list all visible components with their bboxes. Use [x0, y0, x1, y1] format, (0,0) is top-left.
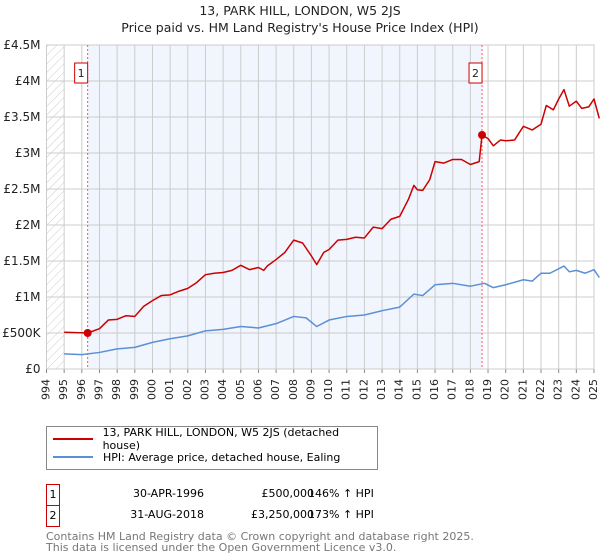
transaction-date: 30-APR-1996: [132, 487, 204, 500]
transaction-marker: 2: [46, 505, 60, 527]
chart-subtitle: Price paid vs. HM Land Registry's House …: [121, 20, 479, 35]
x-tick-label: 1999: [128, 379, 141, 400]
x-tick-label: 1996: [75, 379, 88, 400]
transaction-price: £500,000: [261, 487, 315, 500]
x-tick-label: 2005: [234, 379, 247, 400]
x-tick-label: 2007: [269, 379, 282, 400]
x-tick-label: 2022: [534, 379, 547, 400]
x-tick-label: 2024: [569, 379, 582, 400]
plot-border: [46, 44, 595, 370]
chart-title: 13, PARK HILL, LONDON, W5 2JS: [199, 3, 401, 18]
annotation-box: [468, 62, 483, 84]
transaction-price: £3,250,000: [251, 508, 314, 521]
x-tick-label: 2012: [357, 379, 370, 400]
x-tick-label: 2008: [287, 379, 300, 400]
footer: Contains HM Land Registry data © Crown c…: [46, 531, 474, 553]
y-tick-label: £1M: [15, 290, 41, 304]
footer-licence: This data is licensed under the Open Gov…: [46, 541, 397, 554]
footer-copyright: Contains HM Land Registry data © Crown c…: [46, 530, 474, 543]
legend-label: 13, PARK HILL, LONDON, W5 2JS (detached …: [102, 426, 340, 452]
y-tick-label: £3.5M: [3, 110, 40, 124]
transaction-point: [478, 131, 487, 139]
legend-item-property: 13, PARK HILL, LONDON, W5 2JS (detached …: [53, 426, 377, 452]
x-tick-label: 2023: [552, 379, 565, 400]
y-tick-label: £4M: [15, 74, 41, 88]
annotation-label: 1: [78, 67, 85, 80]
x-tick-label: 2009: [304, 379, 317, 400]
series-line: [64, 88, 600, 334]
transaction-date: 31-AUG-2018: [130, 508, 204, 521]
transaction-hpi: 146% ↑ HPI: [308, 487, 374, 500]
x-tick-label: 2004: [216, 379, 229, 400]
y-tick-label: £500K: [2, 326, 42, 340]
x-tick-label: 2016: [428, 379, 441, 400]
legend: 13, PARK HILL, LONDON, W5 2JS (detached …: [46, 426, 378, 470]
x-tick-label: 1994: [40, 379, 53, 400]
transaction-row: 1 30-APR-1996 £500,000 146% ↑ HPI: [46, 484, 446, 506]
x-tick-label: 2014: [393, 379, 406, 400]
hatched-region: [46, 45, 65, 369]
y-tick-label: £0: [25, 362, 40, 376]
legend-swatch-blue: [53, 456, 93, 458]
x-tick-label: 2013: [375, 379, 388, 400]
transaction-row: 2 31-AUG-2018 £3,250,000 173% ↑ HPI: [46, 505, 446, 527]
x-tick-label: 2017: [446, 379, 459, 400]
x-tick-label: 2011: [340, 379, 353, 400]
y-tick-label: £2M: [15, 218, 41, 232]
x-tick-label: 1997: [92, 379, 105, 400]
x-tick-label: 1995: [57, 379, 70, 400]
transaction-point: [83, 329, 92, 337]
transaction-marker: 1: [46, 484, 60, 506]
x-tick-label: 1998: [110, 379, 123, 400]
x-tick-label: 2020: [499, 379, 512, 400]
y-tick-label: £3M: [15, 146, 41, 160]
x-tick-label: 2019: [481, 379, 494, 400]
series-line: [64, 265, 600, 356]
x-tick-label: 2018: [463, 379, 476, 400]
legend-swatch-red: [53, 438, 93, 440]
y-tick-label: £1.5M: [3, 254, 40, 268]
x-tick-label: 2025: [587, 379, 600, 400]
ownership-shading: [87, 45, 483, 369]
chart-plot: 1994 1995 1996 1997 1998 1999 2000 2001 2002 2003…: [2, 38, 600, 400]
x-tick-label: 2021: [516, 379, 529, 400]
x-tick-label: 2010: [322, 379, 335, 400]
x-tick-label: 2015: [410, 379, 423, 400]
y-tick-label: £2.5M: [3, 182, 40, 196]
x-tick-label: 2003: [198, 379, 211, 400]
annotation-box: [74, 62, 89, 84]
x-tick-label: 2000: [145, 379, 158, 400]
annotation-label: 2: [472, 67, 479, 80]
legend-item-hpi: HPI: Average price, detached house, Eali…: [53, 449, 340, 465]
transaction-hpi: 173% ↑ HPI: [308, 508, 374, 521]
x-tick-label: 2006: [251, 379, 264, 400]
x-tick-label: 2002: [181, 379, 194, 400]
x-tick-label: 2001: [163, 379, 176, 400]
y-tick-label: £4.5M: [3, 38, 40, 52]
legend-label: HPI: Average price, detached house, Eali…: [103, 450, 341, 464]
